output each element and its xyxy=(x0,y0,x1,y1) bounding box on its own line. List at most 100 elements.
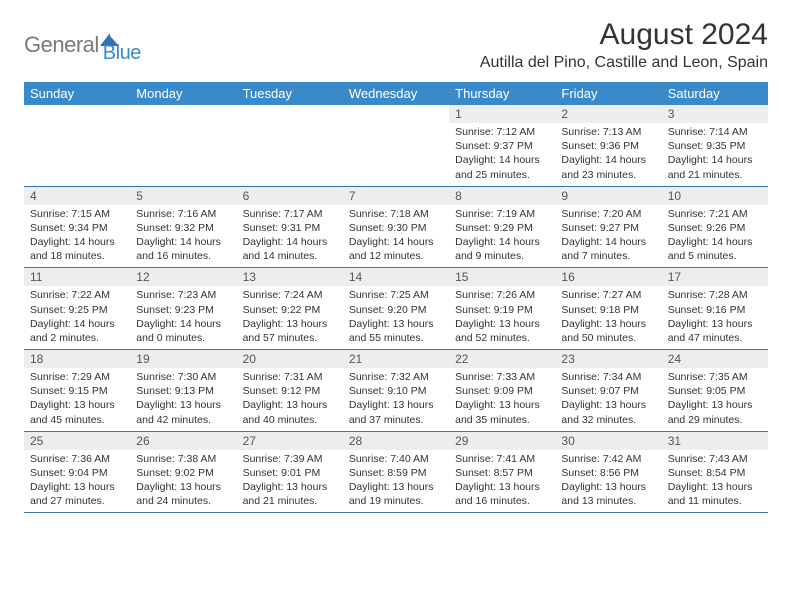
calendar-day-cell: 16Sunrise: 7:27 AMSunset: 9:18 PMDayligh… xyxy=(555,268,661,350)
day-info-line: Sunrise: 7:22 AM xyxy=(30,288,124,302)
day-number: 11 xyxy=(24,268,130,286)
day-info-line: Sunset: 9:04 PM xyxy=(30,466,124,480)
day-info-line: Daylight: 14 hours xyxy=(30,235,124,249)
calendar-page: General Blue August 2024 Autilla del Pin… xyxy=(0,0,792,525)
day-info-line: and 9 minutes. xyxy=(455,249,549,263)
day-info-line: Sunrise: 7:25 AM xyxy=(349,288,443,302)
day-info-line: and 13 minutes. xyxy=(561,494,655,508)
calendar-day-cell: 1Sunrise: 7:12 AMSunset: 9:37 PMDaylight… xyxy=(449,105,555,186)
day-number: 13 xyxy=(237,268,343,286)
day-info-line: Daylight: 13 hours xyxy=(561,480,655,494)
day-info-line: Daylight: 13 hours xyxy=(243,317,337,331)
day-info-line: Sunrise: 7:18 AM xyxy=(349,207,443,221)
day-details: Sunrise: 7:43 AMSunset: 8:54 PMDaylight:… xyxy=(662,450,768,513)
day-info-line: Daylight: 13 hours xyxy=(668,480,762,494)
day-details: Sunrise: 7:21 AMSunset: 9:26 PMDaylight:… xyxy=(662,205,768,268)
day-number: 8 xyxy=(449,187,555,205)
day-info-line: Daylight: 14 hours xyxy=(30,317,124,331)
day-info-line: Daylight: 13 hours xyxy=(668,317,762,331)
day-info-line: and 50 minutes. xyxy=(561,331,655,345)
day-info-line: Sunset: 8:59 PM xyxy=(349,466,443,480)
day-details: Sunrise: 7:18 AMSunset: 9:30 PMDaylight:… xyxy=(343,205,449,268)
day-info-line: Daylight: 14 hours xyxy=(561,235,655,249)
weekday-header: Saturday xyxy=(662,82,768,105)
weekday-header: Thursday xyxy=(449,82,555,105)
day-number: 31 xyxy=(662,432,768,450)
day-details: Sunrise: 7:33 AMSunset: 9:09 PMDaylight:… xyxy=(449,368,555,431)
day-info-line: Daylight: 13 hours xyxy=(561,398,655,412)
calendar-week-row: 4Sunrise: 7:15 AMSunset: 9:34 PMDaylight… xyxy=(24,186,768,268)
day-info-line: Sunrise: 7:23 AM xyxy=(136,288,230,302)
day-info-line: Daylight: 14 hours xyxy=(561,153,655,167)
day-details: Sunrise: 7:36 AMSunset: 9:04 PMDaylight:… xyxy=(24,450,130,513)
day-info-line: Sunset: 9:10 PM xyxy=(349,384,443,398)
calendar-week-row: 25Sunrise: 7:36 AMSunset: 9:04 PMDayligh… xyxy=(24,431,768,513)
weekday-header: Wednesday xyxy=(343,82,449,105)
day-number xyxy=(237,105,343,123)
day-info-line: Sunrise: 7:12 AM xyxy=(455,125,549,139)
day-info-line: Sunset: 9:02 PM xyxy=(136,466,230,480)
day-info-line: and 25 minutes. xyxy=(455,168,549,182)
day-info-line: Sunset: 8:57 PM xyxy=(455,466,549,480)
day-details xyxy=(130,123,236,179)
day-number: 27 xyxy=(237,432,343,450)
day-info-line: and 23 minutes. xyxy=(561,168,655,182)
weekday-header-row: Sunday Monday Tuesday Wednesday Thursday… xyxy=(24,82,768,105)
day-info-line: and 47 minutes. xyxy=(668,331,762,345)
day-info-line: and 57 minutes. xyxy=(243,331,337,345)
day-info-line: and 24 minutes. xyxy=(136,494,230,508)
day-info-line: Daylight: 13 hours xyxy=(455,398,549,412)
calendar-day-cell: 19Sunrise: 7:30 AMSunset: 9:13 PMDayligh… xyxy=(130,350,236,432)
day-info-line: Daylight: 13 hours xyxy=(349,480,443,494)
day-info-line: Daylight: 13 hours xyxy=(136,480,230,494)
day-details: Sunrise: 7:22 AMSunset: 9:25 PMDaylight:… xyxy=(24,286,130,349)
day-details xyxy=(24,123,130,179)
logo-text-general: General xyxy=(24,32,99,58)
day-info-line: Sunrise: 7:31 AM xyxy=(243,370,337,384)
day-info-line: Sunset: 9:09 PM xyxy=(455,384,549,398)
day-number: 29 xyxy=(449,432,555,450)
day-details: Sunrise: 7:31 AMSunset: 9:12 PMDaylight:… xyxy=(237,368,343,431)
calendar-day-cell: 2Sunrise: 7:13 AMSunset: 9:36 PMDaylight… xyxy=(555,105,661,186)
calendar-day-cell: 13Sunrise: 7:24 AMSunset: 9:22 PMDayligh… xyxy=(237,268,343,350)
day-info-line: Daylight: 13 hours xyxy=(136,398,230,412)
calendar-day-cell: 10Sunrise: 7:21 AMSunset: 9:26 PMDayligh… xyxy=(662,186,768,268)
day-details: Sunrise: 7:23 AMSunset: 9:23 PMDaylight:… xyxy=(130,286,236,349)
day-details: Sunrise: 7:24 AMSunset: 9:22 PMDaylight:… xyxy=(237,286,343,349)
calendar-day-cell xyxy=(24,105,130,186)
calendar-day-cell: 5Sunrise: 7:16 AMSunset: 9:32 PMDaylight… xyxy=(130,186,236,268)
day-details: Sunrise: 7:25 AMSunset: 9:20 PMDaylight:… xyxy=(343,286,449,349)
day-number: 14 xyxy=(343,268,449,286)
header: General Blue August 2024 Autilla del Pin… xyxy=(24,18,768,72)
day-info-line: Sunset: 9:34 PM xyxy=(30,221,124,235)
day-info-line: Sunrise: 7:19 AM xyxy=(455,207,549,221)
day-info-line: Daylight: 14 hours xyxy=(668,153,762,167)
day-info-line: Sunrise: 7:42 AM xyxy=(561,452,655,466)
day-info-line: Sunrise: 7:24 AM xyxy=(243,288,337,302)
calendar-day-cell: 6Sunrise: 7:17 AMSunset: 9:31 PMDaylight… xyxy=(237,186,343,268)
day-info-line: Sunrise: 7:26 AM xyxy=(455,288,549,302)
logo: General Blue xyxy=(24,24,141,65)
calendar-day-cell: 25Sunrise: 7:36 AMSunset: 9:04 PMDayligh… xyxy=(24,431,130,513)
day-number: 4 xyxy=(24,187,130,205)
day-number: 20 xyxy=(237,350,343,368)
day-info-line: Sunset: 9:23 PM xyxy=(136,303,230,317)
calendar-day-cell xyxy=(237,105,343,186)
day-number: 2 xyxy=(555,105,661,123)
day-number xyxy=(343,105,449,123)
calendar-day-cell: 15Sunrise: 7:26 AMSunset: 9:19 PMDayligh… xyxy=(449,268,555,350)
day-details: Sunrise: 7:27 AMSunset: 9:18 PMDaylight:… xyxy=(555,286,661,349)
day-info-line: Sunrise: 7:17 AM xyxy=(243,207,337,221)
day-info-line: and 55 minutes. xyxy=(349,331,443,345)
day-info-line: Daylight: 14 hours xyxy=(243,235,337,249)
day-number: 3 xyxy=(662,105,768,123)
day-info-line: and 21 minutes. xyxy=(668,168,762,182)
day-info-line: Sunrise: 7:14 AM xyxy=(668,125,762,139)
day-details: Sunrise: 7:12 AMSunset: 9:37 PMDaylight:… xyxy=(449,123,555,186)
day-info-line: and 27 minutes. xyxy=(30,494,124,508)
calendar-week-row: 1Sunrise: 7:12 AMSunset: 9:37 PMDaylight… xyxy=(24,105,768,186)
day-info-line: Sunrise: 7:34 AM xyxy=(561,370,655,384)
day-info-line: Sunset: 9:16 PM xyxy=(668,303,762,317)
day-details: Sunrise: 7:30 AMSunset: 9:13 PMDaylight:… xyxy=(130,368,236,431)
day-number: 21 xyxy=(343,350,449,368)
